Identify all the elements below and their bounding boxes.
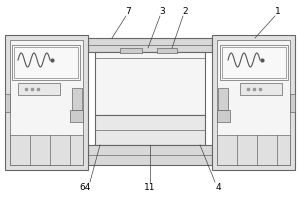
Text: 7: 7: [125, 7, 131, 17]
Text: 4: 4: [215, 184, 221, 192]
Bar: [70, 110, 83, 122]
Bar: [14, 47, 78, 78]
Text: 3: 3: [159, 7, 165, 17]
Bar: [217, 40, 290, 165]
Text: 2: 2: [182, 7, 188, 17]
Text: 11: 11: [144, 184, 156, 192]
Bar: [18, 83, 60, 95]
Bar: [88, 145, 212, 165]
Bar: [72, 88, 82, 110]
Bar: [5, 35, 88, 170]
Bar: [290, 94, 295, 112]
Bar: [157, 48, 177, 53]
Bar: [220, 45, 288, 80]
Bar: [222, 47, 286, 78]
Bar: [240, 83, 282, 95]
Text: 1: 1: [275, 7, 281, 17]
Bar: [218, 88, 228, 110]
Text: 64: 64: [79, 184, 91, 192]
Bar: [10, 40, 83, 165]
Bar: [5, 94, 10, 112]
Bar: [120, 48, 142, 53]
Bar: [95, 52, 205, 115]
Bar: [217, 135, 290, 165]
Bar: [217, 110, 230, 122]
Bar: [88, 38, 212, 52]
Bar: [212, 35, 295, 170]
Bar: [12, 45, 80, 80]
Bar: [10, 135, 83, 165]
Bar: [95, 115, 205, 145]
